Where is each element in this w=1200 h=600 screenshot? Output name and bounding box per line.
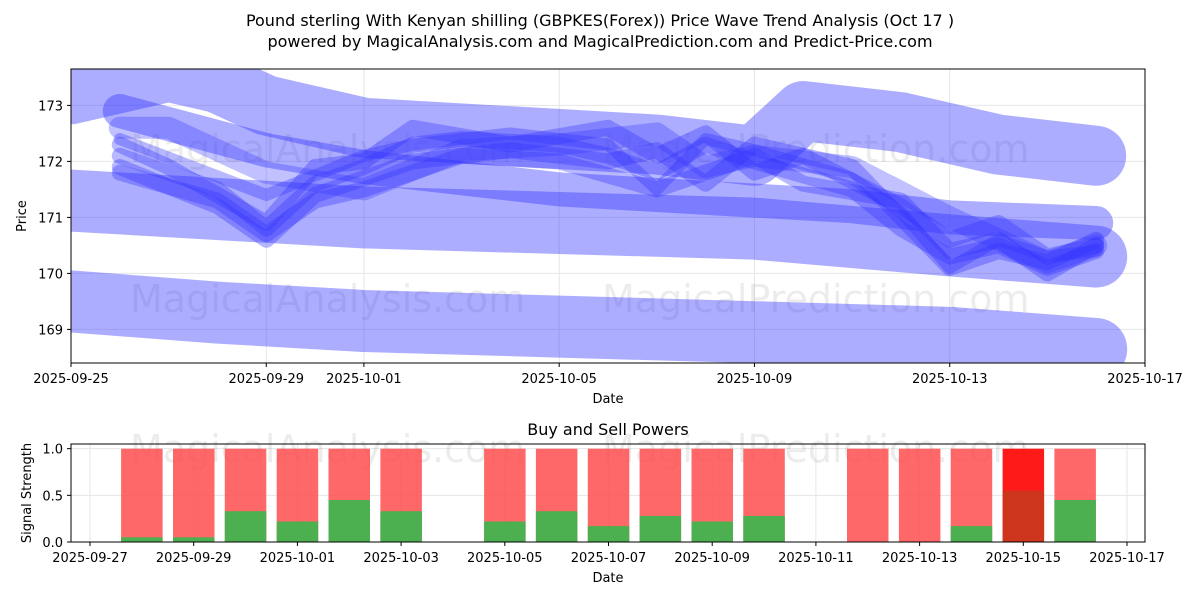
signal-ytick-label: 0.5 xyxy=(42,489,63,504)
buy-bar xyxy=(950,526,993,542)
signal-ytick-label: 0.0 xyxy=(42,536,63,551)
chart-title-line2: powered by MagicalAnalysis.com and Magic… xyxy=(267,32,932,51)
series-wave-band-lower xyxy=(71,270,1128,363)
series-wave-band-upper xyxy=(71,69,1127,186)
price-xlabel: Date xyxy=(592,392,623,407)
buy-bar xyxy=(276,521,319,542)
watermark-1: MagicalAnalysis.com xyxy=(130,127,525,171)
signal-xtick-label: 2025-10-11 xyxy=(778,551,854,566)
signal-xtick-label: 2025-10-17 xyxy=(1089,551,1165,566)
price-xtick-label: 2025-09-29 xyxy=(228,372,304,387)
price-ytick-label: 173 xyxy=(38,99,63,114)
series-wave-f xyxy=(113,127,1103,274)
watermark-4: MagicalPrediction.com xyxy=(602,277,1030,321)
series-wave-c xyxy=(111,119,1105,265)
price-ytick-label: 170 xyxy=(38,267,63,282)
signal-axis-ticks: 0.0 0.5 1.0 2025-09-27 2025-09-29 2025-10-01 2… xyxy=(42,443,1164,566)
price-xtick-label: 2025-10-13 xyxy=(912,372,988,387)
sell-bar xyxy=(121,448,163,542)
chart-title-line1: Pound sterling With Kenyan shilling (GBP… xyxy=(246,11,954,30)
buy-bar xyxy=(328,500,370,542)
price-ytick-label: 169 xyxy=(38,323,63,338)
price-xtick-label: 2025-10-05 xyxy=(521,372,597,387)
sell-bar xyxy=(898,448,941,542)
price-ytick-label: 171 xyxy=(38,211,63,226)
signal-chart-title: Buy and Sell Powers xyxy=(527,420,689,439)
price-wave-chart: MagicalAnalysis.com MagicalPrediction.co… xyxy=(15,68,1183,407)
series-wave-a xyxy=(111,131,1105,276)
buy-bar xyxy=(1002,490,1045,542)
buy-bar xyxy=(1054,500,1096,542)
signal-xtick-label: 2025-10-03 xyxy=(363,551,439,566)
price-ylabel: Price xyxy=(15,200,30,232)
buy-bar xyxy=(121,537,163,542)
price-xtick-label: 2025-10-09 xyxy=(717,372,793,387)
signal-ylabel: Signal Strength xyxy=(20,443,35,543)
signal-xtick-label: 2025-10-13 xyxy=(882,551,958,566)
signal-xtick-label: 2025-10-15 xyxy=(986,551,1062,566)
signal-xtick-label: 2025-10-09 xyxy=(674,551,750,566)
buy-bar xyxy=(535,511,578,542)
signal-xlabel: Date xyxy=(592,571,623,586)
signal-xtick-label: 2025-09-27 xyxy=(52,551,128,566)
buy-bar xyxy=(743,515,785,542)
sell-bar xyxy=(173,448,215,542)
series-wave-long-down xyxy=(102,94,1114,240)
wave-series-group xyxy=(71,69,1128,363)
signal-strength-chart: Buy and Sell Powers MagicalAnalysis.com … xyxy=(20,420,1165,586)
price-xtick-label: 2025-09-25 xyxy=(33,372,109,387)
signal-xtick-label: 2025-10-05 xyxy=(467,551,543,566)
price-ytick-label: 172 xyxy=(38,155,63,170)
buy-bar xyxy=(484,521,526,542)
buy-bar xyxy=(639,515,682,542)
watermark-3: MagicalAnalysis.com xyxy=(130,277,525,321)
buy-bar xyxy=(587,526,630,542)
signal-xtick-label: 2025-09-29 xyxy=(156,551,232,566)
signal-ytick-label: 1.0 xyxy=(42,443,63,458)
watermark-2: MagicalPrediction.com xyxy=(602,127,1030,171)
sell-bar xyxy=(847,448,889,542)
series-wave-e xyxy=(108,116,1108,274)
series-wave-b xyxy=(111,136,1105,276)
price-plot-frame xyxy=(70,68,1146,364)
signal-xtick-label: 2025-10-07 xyxy=(571,551,647,566)
signal-bars-group xyxy=(121,448,1096,542)
buy-bar xyxy=(173,537,215,542)
buy-bar xyxy=(380,511,422,542)
price-axis-ticks: 169 170 171 172 173 2025-09-25 2025-09-29 2025-… xyxy=(33,99,1183,387)
series-wave-d xyxy=(111,147,1105,282)
signal-xtick-label: 2025-10-01 xyxy=(260,551,336,566)
price-xtick-label: 2025-10-17 xyxy=(1107,372,1183,387)
series-wave-band-middle xyxy=(71,169,1128,288)
buy-bar xyxy=(691,521,733,542)
price-xtick-label: 2025-10-01 xyxy=(326,372,402,387)
buy-bar xyxy=(224,511,267,542)
